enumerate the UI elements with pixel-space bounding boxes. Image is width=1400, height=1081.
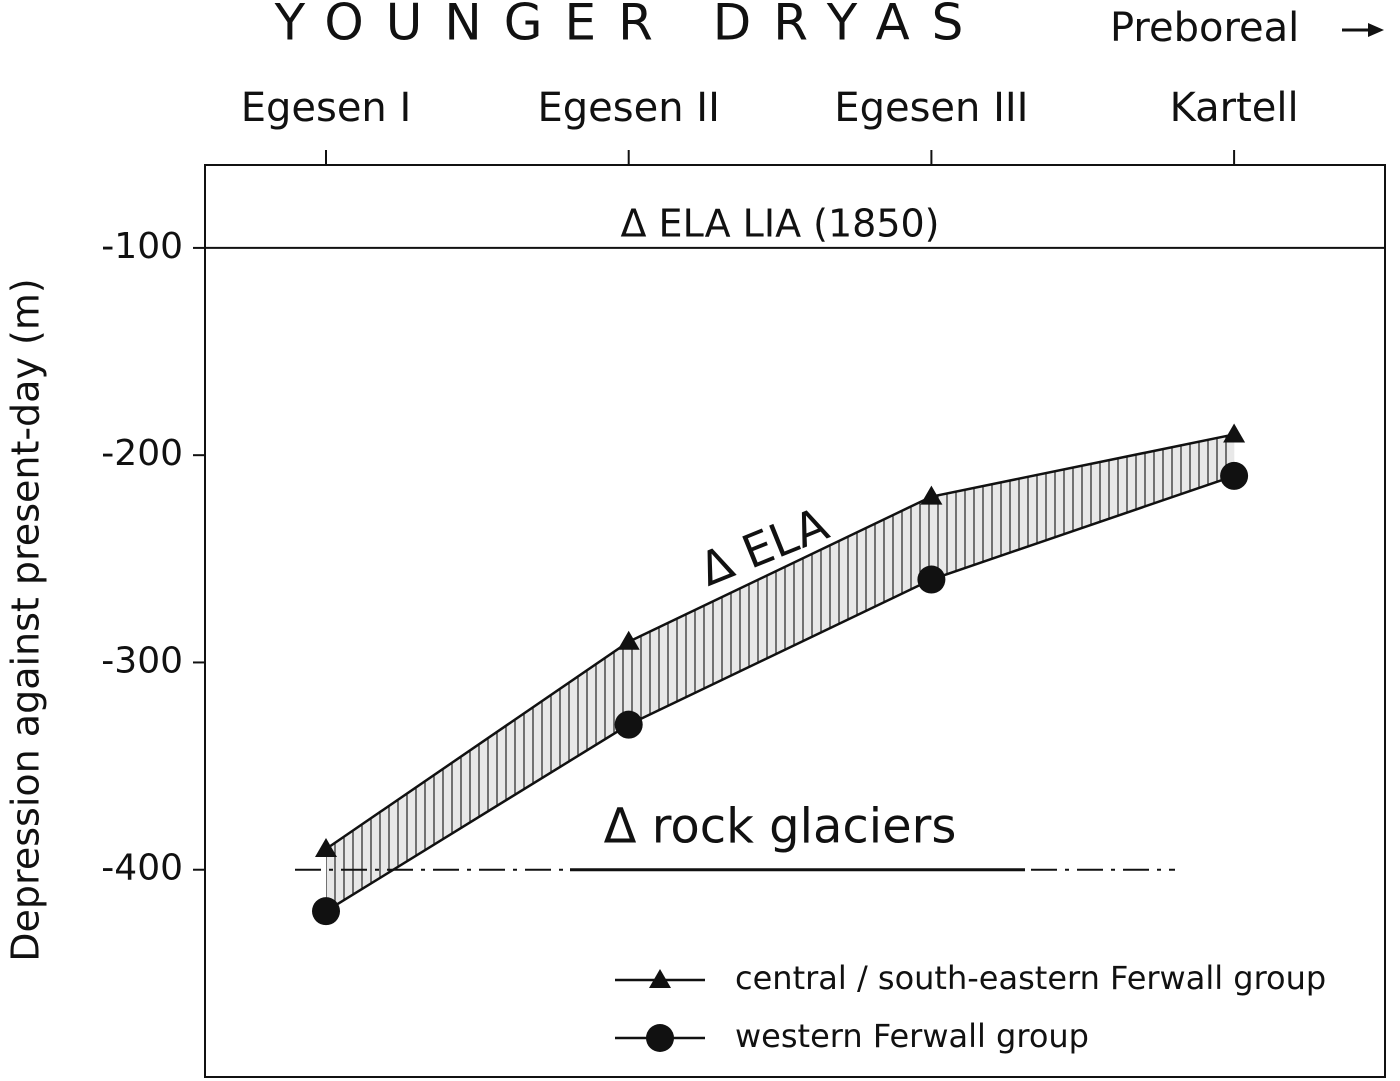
marker-triangle: [920, 485, 943, 505]
legend-label: western Ferwall group: [735, 1017, 1089, 1055]
marker-triangle: [315, 838, 337, 857]
legend-label: central / south-eastern Ferwall group: [735, 959, 1326, 997]
reference-label: Δ ELA LIA (1850): [620, 201, 939, 245]
reference-label: Δ rock glaciers: [604, 799, 957, 855]
y-tick-label: -200: [101, 433, 183, 474]
series-line: [325, 474, 1235, 913]
arrow: [1342, 23, 1384, 37]
chart-title: YOUNGER DRYAS: [274, 0, 986, 52]
x-tick-label: Egesen I: [241, 85, 412, 131]
x-tick-label: Egesen III: [834, 85, 1028, 131]
marker-circle: [917, 565, 946, 594]
marker-circle: [614, 710, 643, 739]
marker-circle: [1220, 461, 1249, 490]
marker-triangle: [649, 969, 671, 988]
marker-circle: [646, 1024, 674, 1052]
y-tick-label: -100: [101, 226, 183, 267]
y-tick-label: -300: [101, 640, 183, 681]
y-axis-label: Depression against present-day (m): [4, 278, 48, 961]
marker-triangle: [617, 630, 640, 650]
series-line: [325, 433, 1235, 851]
marker-triangle: [1223, 423, 1246, 443]
x-tick-label: Egesen II: [538, 85, 720, 131]
y-tick-label: -400: [101, 848, 183, 889]
chart-subtitle: Preboreal: [1110, 5, 1299, 51]
marker-circle: [312, 897, 340, 926]
plot-frame: [204, 164, 1386, 1078]
x-tick-label: Kartell: [1170, 85, 1299, 131]
